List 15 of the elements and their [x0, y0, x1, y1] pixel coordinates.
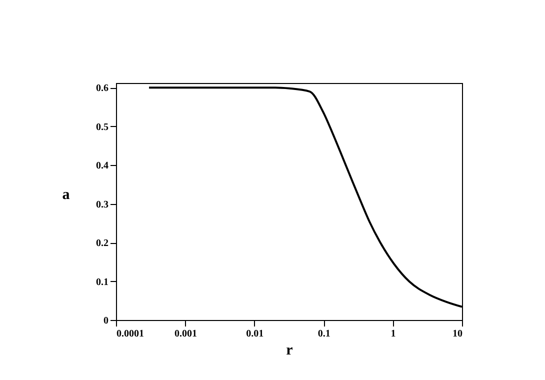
x-tick-label: 1	[390, 328, 396, 340]
y-tick-label: 0	[104, 316, 108, 326]
x-axis-title: r	[286, 342, 294, 358]
x-tick-label: 10	[452, 328, 462, 340]
x-tick-label: 0.0001	[116, 328, 144, 340]
y-tick-label: 0.3	[96, 199, 108, 210]
y-tick-label: 0.1	[96, 276, 108, 288]
y-tick-label: 0.6	[96, 83, 108, 94]
x-tick-label: 0.1	[318, 328, 330, 340]
y-tick-label: 0.4	[96, 160, 108, 172]
y-tick-label: 0.2	[96, 238, 108, 250]
y-axis-title: a	[62, 187, 70, 203]
y-tick-label: 0.5	[96, 122, 108, 133]
x-tick-label: 0.01	[246, 328, 264, 340]
x-tick-label: 0.001	[174, 328, 197, 340]
